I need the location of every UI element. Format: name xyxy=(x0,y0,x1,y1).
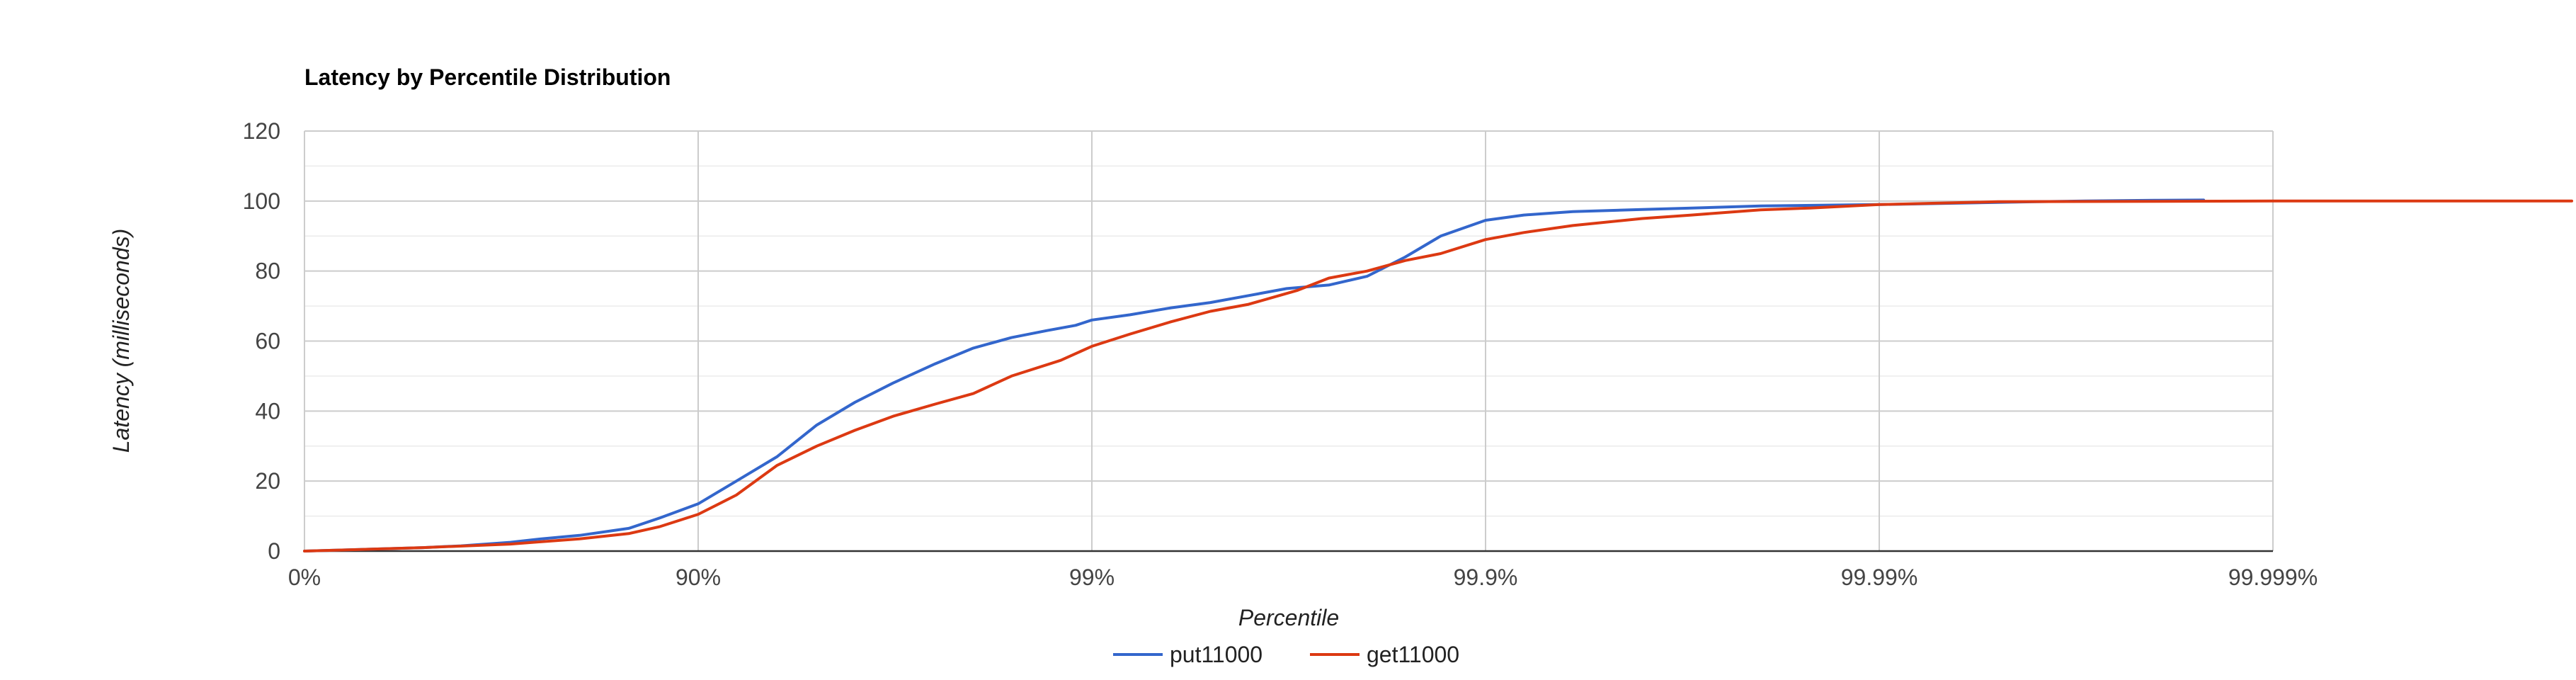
y-tick-label: 120 xyxy=(243,118,280,144)
y-tick-label: 100 xyxy=(243,188,280,214)
grid-layer xyxy=(304,130,2274,551)
x-tick-label: 99% xyxy=(1069,565,1115,590)
y-tick-label: 0 xyxy=(268,538,280,564)
x-tick-label: 90% xyxy=(676,565,721,590)
y-tick-label: 20 xyxy=(255,468,280,494)
series-layer xyxy=(303,198,2573,552)
legend: put11000 get11000 xyxy=(1113,642,1459,667)
x-axis-title: Percentile xyxy=(1238,605,1339,630)
x-tick-label: 99.999% xyxy=(2228,565,2318,590)
legend-label-put11000: put11000 xyxy=(1170,642,1263,667)
x-tick-label: 0% xyxy=(288,565,321,590)
y-tick-label: 80 xyxy=(255,259,280,284)
series-line-put11000 xyxy=(303,198,2206,552)
chart-title: Latency by Percentile Distribution xyxy=(304,64,671,90)
x-tick-label: 99.9% xyxy=(1454,565,1518,590)
x-tick-label: 99.99% xyxy=(1841,565,1918,590)
y-axis-title: Latency (milliseconds) xyxy=(108,229,134,453)
y-tick-label: 40 xyxy=(255,398,280,424)
series-line-get11000 xyxy=(303,199,2573,552)
legend-label-get11000: get11000 xyxy=(1367,642,1459,667)
axis-layer: 0 20 40 60 80 100 120 0% 90% 99% 99.9% 99.99% 99.999… xyxy=(243,118,2318,590)
y-tick-label: 60 xyxy=(255,329,280,354)
